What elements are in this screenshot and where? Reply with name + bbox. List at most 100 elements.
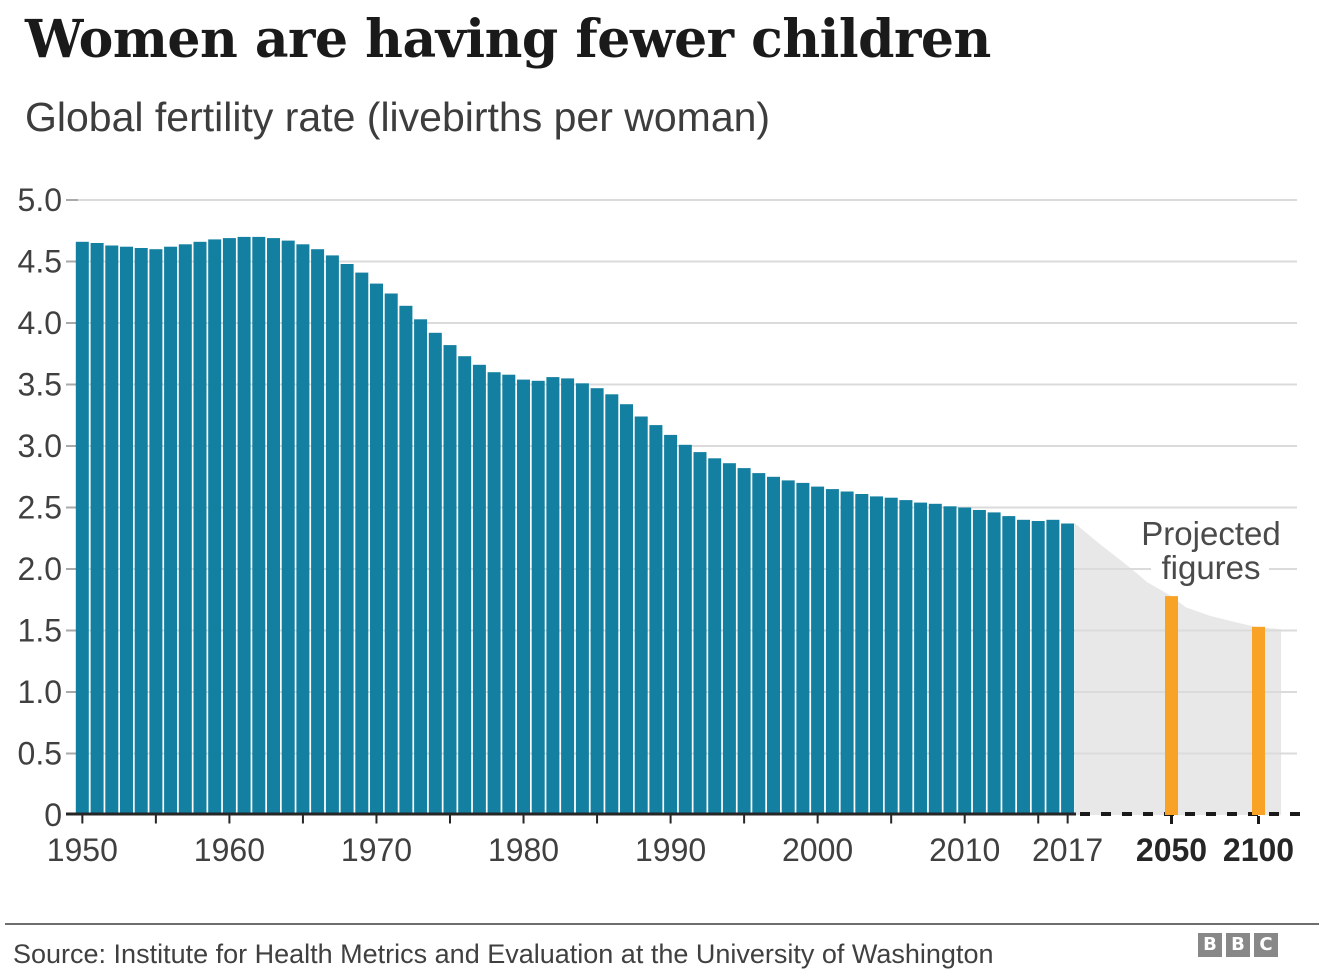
fertility-bar-1991 — [678, 444, 692, 815]
fertility-bar-1953 — [120, 246, 133, 815]
bbc-logo-block: B — [1198, 933, 1222, 957]
fertility-bar-1978 — [487, 372, 501, 815]
projected-figures-label: Projected — [1141, 515, 1280, 552]
fertility-bar-1973 — [414, 319, 428, 815]
fertility-bar-1998 — [781, 480, 795, 815]
y-axis-tick-label: 3.5 — [18, 367, 62, 403]
fertility-bar-2002 — [840, 491, 854, 815]
fertility-bar-1951 — [90, 243, 104, 815]
fertility-bar-1970 — [370, 283, 383, 816]
chart-title: Women are having fewer children — [25, 9, 991, 70]
fertility-bar-1997 — [767, 476, 780, 816]
fertility-bar-1968 — [340, 264, 354, 815]
fertility-bar-1954 — [134, 248, 148, 815]
fertility-bar-1989 — [649, 425, 663, 815]
fertility-bar-2009 — [943, 506, 957, 815]
fertility-bar-1964 — [281, 240, 295, 816]
fertility-bar-1961 — [237, 236, 251, 815]
fertility-bar-2006 — [899, 500, 913, 815]
fertility-bar-2003 — [855, 494, 869, 815]
x-axis-tick-label: 2000 — [782, 832, 853, 868]
fertility-bar-2000 — [811, 486, 825, 815]
x-axis-tick-label: 1960 — [194, 832, 265, 868]
fertility-bar-1987 — [620, 404, 633, 815]
fertility-bar-2010 — [958, 507, 972, 815]
projected-bar-2050 — [1165, 596, 1178, 815]
source-attribution: Source: Institute for Health Metrics and… — [13, 939, 994, 969]
y-axis-tick-label: 0.5 — [18, 736, 62, 772]
fertility-bar-1967 — [325, 255, 339, 815]
chart-subtitle: Global fertility rate (livebirths per wo… — [25, 94, 771, 140]
fertility-bar-1950 — [75, 241, 89, 816]
y-axis-tick-label: 2.5 — [18, 490, 62, 526]
fertility-bar-1986 — [605, 394, 619, 815]
fertility-bar-1976 — [458, 356, 472, 815]
fertility-bar-1993 — [708, 458, 722, 815]
fertility-bar-1981 — [531, 380, 545, 815]
bbc-logo-block: C — [1254, 933, 1278, 957]
fertility-bar-1974 — [428, 332, 442, 815]
fertility-bar-1963 — [267, 238, 280, 816]
fertility-bar-1999 — [796, 482, 810, 815]
x-axis-tick-label: 2017 — [1032, 832, 1103, 868]
fertility-bar-1975 — [443, 345, 457, 815]
fertility-bar-1983 — [561, 378, 575, 815]
fertility-bar-1959 — [208, 239, 222, 815]
projection-area — [1075, 523, 1282, 815]
fertility-bar-1984 — [575, 383, 589, 815]
fertility-bar-1969 — [355, 272, 369, 816]
projected-figures-label: figures — [1161, 549, 1260, 586]
projected-bar-2100 — [1252, 626, 1265, 815]
fertility-bar-1982 — [546, 377, 560, 815]
bbc-logo-letter: B — [1231, 934, 1245, 955]
x-axis-tick-label: 2100 — [1223, 832, 1294, 868]
y-axis-tick-label: 1.0 — [18, 674, 62, 710]
bbc-logo: B B C — [1198, 933, 1278, 957]
y-axis-tick-label: 0 — [44, 797, 62, 833]
fertility-bar-1985 — [590, 388, 604, 815]
y-axis-tick-label: 2.0 — [18, 551, 62, 587]
fertility-bar-2013 — [1002, 516, 1016, 815]
fertility-bar-2016 — [1046, 519, 1060, 815]
fertility-bar-1957 — [178, 244, 192, 816]
x-axis-tick-label: 2010 — [929, 832, 1000, 868]
fertility-bar-1962 — [252, 236, 266, 815]
y-axis-tick-label: 3.0 — [18, 428, 62, 464]
fertility-bar-1958 — [193, 241, 207, 816]
fertility-bar-1992 — [693, 452, 707, 815]
fertility-bar-1956 — [164, 246, 178, 815]
fertility-bar-2017 — [1061, 523, 1075, 815]
fertility-bar-2004 — [870, 496, 883, 815]
fertility-bar-1955 — [149, 249, 163, 815]
fertility-bar-2005 — [884, 497, 898, 815]
fertility-bar-2007 — [914, 502, 928, 815]
fertility-bar-1980 — [517, 379, 530, 815]
bbc-logo-letter: B — [1203, 934, 1217, 955]
bbc-logo-block: B — [1226, 933, 1250, 957]
x-axis-tick-label: 1950 — [47, 832, 118, 868]
y-axis-tick-label: 5.0 — [18, 182, 62, 218]
x-axis-tick-label: 1980 — [488, 832, 559, 868]
fertility-bar-1971 — [384, 293, 398, 815]
y-axis-tick-label: 4.0 — [18, 305, 62, 341]
fertility-bar-2008 — [928, 503, 942, 815]
fertility-bar-1960 — [222, 238, 236, 816]
fertility-bar-1988 — [634, 416, 648, 815]
x-axis-tick-label: 1990 — [635, 832, 706, 868]
x-axis-tick-label: 1970 — [341, 832, 412, 868]
fertility-bar-2014 — [1017, 519, 1030, 815]
fertility-bar-1994 — [722, 463, 736, 815]
fertility-bar-2001 — [825, 489, 839, 815]
fertility-bar-1996 — [752, 473, 766, 815]
fertility-bar-1966 — [311, 249, 325, 815]
y-axis-tick-label: 1.5 — [18, 613, 62, 649]
fertility-bar-1952 — [105, 245, 119, 815]
fertility-bar-2015 — [1031, 521, 1045, 815]
fertility-bar-2012 — [987, 512, 1001, 815]
fertility-bar-1990 — [664, 434, 678, 815]
bbc-logo-letter: C — [1259, 934, 1273, 955]
fertility-bar-1995 — [737, 468, 751, 815]
fertility-bar-2011 — [972, 510, 986, 815]
